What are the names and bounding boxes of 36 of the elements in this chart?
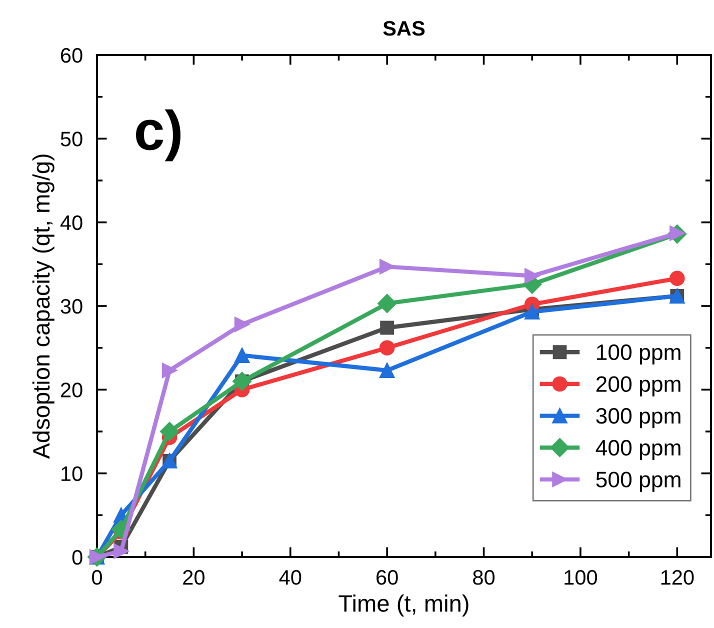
x-axis-title: Time (t, min) [338,594,468,616]
x-tick-label: 80 [473,570,495,585]
y-axis-title: Adsoption capacity (qt, mg/g) [32,154,54,459]
point [670,270,685,286]
y-tick-label: 60 [61,48,82,63]
point [379,340,395,356]
legend-label: 300 ppm [596,408,680,428]
point [232,372,252,391]
chart-title: SAS [383,21,425,36]
y-tick-label: 40 [60,215,82,230]
x-tick-label: 0 [92,570,102,585]
legend-label: 400 ppm [596,440,680,460]
y-tick-label: 20 [60,382,82,398]
point [380,320,394,335]
x-tick-label: 40 [279,570,302,585]
annotation: c) [136,109,180,162]
y-tick-label: 50 [60,132,82,146]
point [524,304,540,320]
y-tick-label: 10 [62,466,82,482]
point [160,422,180,442]
legend-label: 200 ppm [596,376,680,396]
legend-label: 100 ppm [597,344,680,365]
point [114,544,129,559]
legend-label: 500 ppm [596,472,680,492]
x-tick-label: 60 [376,570,398,585]
y-tick-label: 0 [72,550,82,565]
point [378,294,397,314]
x-tick-label: 20 [183,570,204,585]
point [234,316,250,332]
point [379,362,395,378]
point [524,268,540,284]
point [234,348,250,364]
x-tick-label: 120 [661,570,694,585]
point [162,362,178,378]
x-tick-label: 100 [564,570,598,585]
y-tick-label: 30 [60,299,82,314]
